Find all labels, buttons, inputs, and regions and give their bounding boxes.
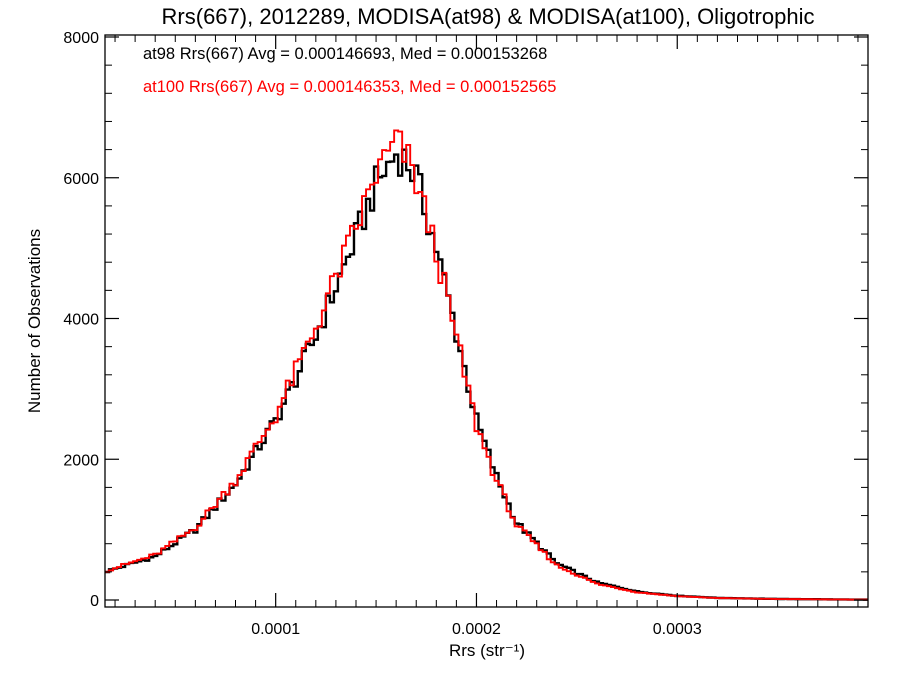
- y-tick-label: 8000: [63, 30, 99, 47]
- x-tick-label: 0.0002: [452, 621, 501, 638]
- x-axis-label: Rrs (str⁻¹): [449, 641, 525, 660]
- series-at100-stats: at100 Rrs(667) Avg = 0.000146353, Med = …: [143, 78, 556, 96]
- chart-title: Rrs(667), 2012289, MODISA(at98) & MODISA…: [162, 4, 815, 29]
- series-at98-stats: at98 Rrs(667) Avg = 0.000146693, Med = 0…: [143, 45, 547, 63]
- x-tick-label: 0.0001: [251, 621, 300, 638]
- axes: 0 2000 4000 6000 8000 0.0001 0.0002 0.0003: [63, 30, 869, 638]
- y-tick-label: 0: [90, 593, 99, 610]
- x-tick-label: 0.0003: [653, 621, 702, 638]
- series-line-at100: [105, 129, 868, 601]
- series-line-at98: [105, 148, 868, 601]
- y-tick-label: 2000: [63, 452, 99, 469]
- y-tick-label: 4000: [63, 312, 99, 329]
- y-tick-label: 6000: [63, 171, 99, 188]
- y-axis-label: Number of Observations: [25, 229, 44, 413]
- plot-area: [105, 129, 868, 601]
- plot-frame: [104, 34, 869, 608]
